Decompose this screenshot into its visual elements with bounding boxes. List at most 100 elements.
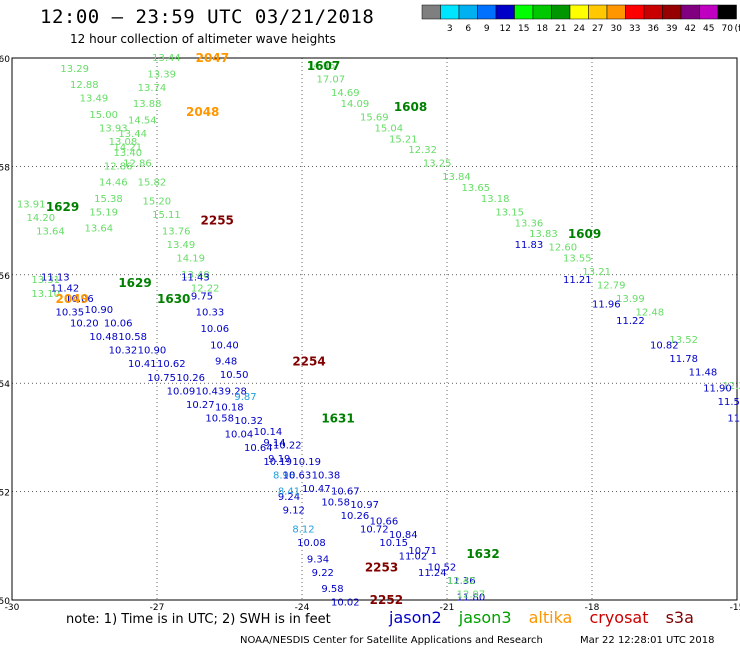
scale-swatch <box>477 4 497 20</box>
wave-height-value: 14.21 <box>114 142 143 153</box>
pass-time-label: 1632 <box>466 547 499 561</box>
wave-height-value: 13.25 <box>423 159 452 170</box>
scale-swatch <box>458 4 478 20</box>
wave-height-value: 9.24 <box>278 492 300 503</box>
scale-swatch <box>514 4 534 20</box>
scale-swatch <box>588 4 608 20</box>
wave-height-value: 10.84 <box>389 530 418 541</box>
wave-height-value: 10.20 <box>70 319 99 330</box>
wave-height-value: 11.90 <box>703 384 732 395</box>
wave-height-value: 13.83 <box>529 229 558 240</box>
credit-line: NOAA/NESDIS Center for Satellite Applica… <box>240 635 543 646</box>
scale-swatch <box>717 4 737 20</box>
wave-height-value: 9.19 <box>268 454 290 465</box>
scale-swatch <box>421 4 441 20</box>
wave-height-value: 13.88 <box>133 99 162 110</box>
wave-height-value: 10.04 <box>225 430 254 441</box>
scale-swatch <box>680 4 700 20</box>
wave-height-value: 10.27 <box>186 400 215 411</box>
wave-height-value: 13.64 <box>36 226 65 237</box>
chart-subtitle: 12 hour collection of altimeter wave hei… <box>70 32 336 46</box>
wave-height-value: 10.33 <box>196 308 225 319</box>
wave-height-value: 10.02 <box>331 598 360 609</box>
wave-height-value: 13.49 <box>167 240 196 251</box>
wave-height-value: 14.19 <box>176 254 205 265</box>
wave-height-value: 10.90 <box>138 346 167 357</box>
wave-height-value: 10.62 <box>157 359 186 370</box>
wave-height-value: 11.36 <box>447 576 476 587</box>
wave-height-value: 12.97 <box>457 590 486 601</box>
wave-height-value: 10.58 <box>205 413 234 424</box>
y-tick-label: 60 <box>0 55 10 65</box>
wave-height-value: 14.46 <box>99 178 128 189</box>
scale-label: 39 <box>666 24 678 34</box>
wave-height-value: 12.42 <box>447 576 476 587</box>
wave-height-value: 11.48 <box>689 367 718 378</box>
wave-height-value: 12.60 <box>549 243 578 254</box>
wave-height-value: 8.41 <box>278 487 300 498</box>
wave-height-value: 12.86 <box>104 161 133 172</box>
wave-height-value: 8.12 <box>292 525 314 536</box>
wave-height-value: 13.31 <box>31 275 60 286</box>
wave-height-value: 10.40 <box>210 340 239 351</box>
scale-swatch <box>440 4 460 20</box>
y-tick-label: 58 <box>0 163 10 173</box>
x-tick-label: -30 <box>5 603 20 613</box>
legend-s3a: s3a <box>665 608 694 627</box>
scale-swatch <box>699 4 719 20</box>
scale-label: 21 <box>555 24 566 34</box>
wave-height-value: 10.06 <box>104 319 133 330</box>
scale-label: 12 <box>500 24 511 34</box>
wave-height-value: 9.58 <box>321 584 343 595</box>
legend-jason3: jason3 <box>458 608 512 627</box>
wave-height-value: 12.48 <box>636 308 665 319</box>
x-tick-label: -18 <box>585 603 600 613</box>
wave-height-value: 13.74 <box>138 83 167 94</box>
wave-height-value: 10.82 <box>650 340 679 351</box>
wave-height-value: 17.07 <box>317 75 346 86</box>
scale-label: 27 <box>592 24 603 34</box>
scale-swatch <box>625 4 645 20</box>
pass-time-label: 1607 <box>307 59 340 73</box>
scale-swatch <box>569 4 589 20</box>
wave-height-value: 13.44 <box>152 53 181 64</box>
scale-label: 6 <box>465 24 471 34</box>
wave-height-value: 10.64 <box>244 443 273 454</box>
wave-height-value: 10.52 <box>428 562 457 573</box>
wave-height-value: 10.26 <box>176 373 205 384</box>
x-tick-label: -15 <box>730 603 740 613</box>
wave-height-value: 10.26 <box>341 511 370 522</box>
wave-height-value: 9.22 <box>312 568 334 579</box>
wave-height-value: 10.15 <box>379 538 408 549</box>
scale-label: 24 <box>574 24 586 34</box>
x-tick-label: -24 <box>295 603 310 613</box>
wave-height-value: 10.41 <box>128 359 157 370</box>
wave-height-value: 9.34 <box>307 554 329 565</box>
wave-height-value: 15.04 <box>375 123 404 134</box>
wave-height-value: 10.71 <box>408 546 437 557</box>
wave-height-value: 10.35 <box>56 308 85 319</box>
scale-unit: (ft) <box>735 24 740 34</box>
wave-height-value: 11.80 <box>457 592 486 603</box>
wave-height-value: 15.00 <box>89 110 118 121</box>
legend-cryosat: cryosat <box>589 608 649 627</box>
wave-height-value: 13.08 <box>109 137 138 148</box>
wave-height-value: 10.67 <box>331 487 360 498</box>
scale-swatch <box>606 4 626 20</box>
x-tick-label: -21 <box>440 603 455 613</box>
wave-height-value: 14.54 <box>128 115 157 126</box>
wave-height-value: 9.48 <box>215 357 237 368</box>
wave-height-value: 9.75 <box>191 291 213 302</box>
wave-height-value: 10.14 <box>254 427 283 438</box>
footnote: note: 1) Time is in UTC; 2) SWH is in fe… <box>66 612 331 627</box>
wave-height-value: 10.50 <box>220 370 249 381</box>
wave-height-value: 13.55 <box>563 254 592 265</box>
wave-height-value: 13.65 <box>462 183 491 194</box>
pass-time-label: 2254 <box>292 355 325 369</box>
legend-jason2: jason2 <box>389 608 442 627</box>
x-tick-label: -27 <box>150 603 165 613</box>
scale-swatch <box>495 4 515 20</box>
legend-altika: altika <box>528 608 573 627</box>
wave-height-value: 13.18 <box>481 194 510 205</box>
wave-height-value: 10.63 <box>283 470 312 481</box>
